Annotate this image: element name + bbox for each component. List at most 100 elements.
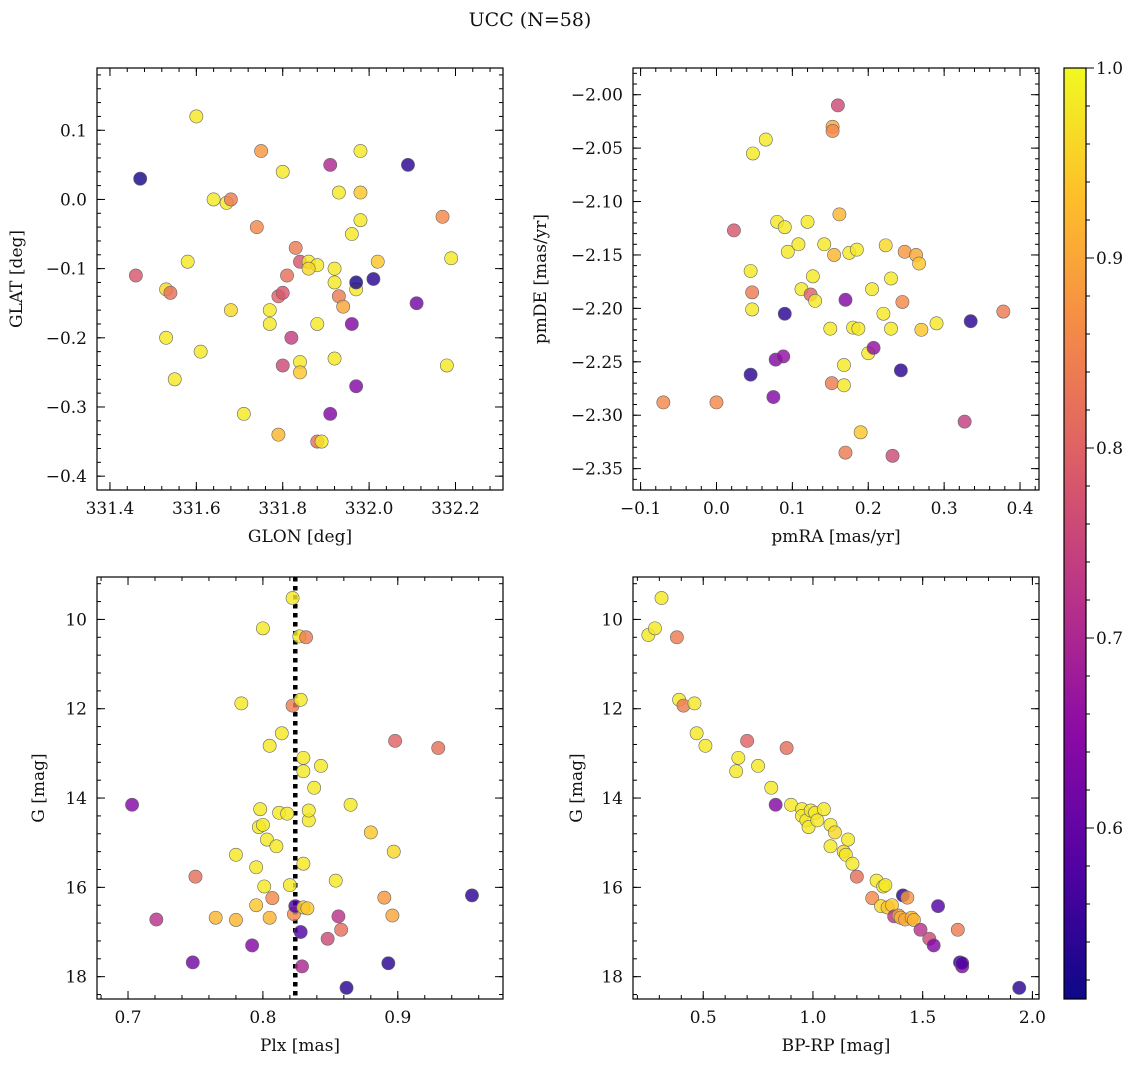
data-point — [929, 316, 944, 331]
x-axis-label: pmRA [mas/yr] — [771, 527, 900, 547]
x-tick-label: 331.6 — [172, 499, 221, 519]
panel-proper-motion: −0.1 0.0 0.1 0.2 0.3 0.4 −2.35 −2.30 −2.25 −2.20 −… — [531, 67, 1040, 547]
data-point — [907, 913, 921, 927]
data-point — [370, 254, 385, 269]
data-point — [439, 358, 454, 373]
data-point — [900, 890, 915, 905]
data-point — [884, 271, 898, 286]
data-point — [885, 448, 900, 463]
y-tick-label: 14 — [65, 789, 87, 809]
data-point — [837, 378, 851, 393]
data-point — [349, 379, 364, 394]
data-point — [285, 591, 300, 605]
data-point — [955, 956, 970, 971]
data-point — [709, 395, 724, 410]
data-point — [280, 806, 295, 821]
x-axis-label: Plx [mas] — [260, 1036, 340, 1056]
data-point — [758, 132, 773, 147]
data-point — [926, 938, 941, 953]
data-point — [314, 434, 329, 449]
y-tick-label: 18 — [601, 968, 623, 988]
colorbar-tick-label: 0.6 — [1096, 819, 1123, 839]
data-point — [275, 358, 290, 373]
data-point — [189, 109, 204, 124]
data-point — [353, 144, 368, 158]
data-point — [353, 213, 368, 228]
data-point — [654, 591, 669, 605]
panel-glon-glat: 331.4 331.6 331.8 332.0 332.2 −0.4 −0.3 −0.2 −0.… — [7, 67, 504, 547]
y-axis-label: G [mag] — [29, 753, 49, 822]
y-tick-label: −2.05 — [571, 139, 623, 159]
data-point — [780, 244, 795, 259]
data-point — [841, 832, 855, 847]
data-point — [293, 692, 308, 707]
x-tick-label: 332.0 — [345, 499, 394, 519]
data-point — [745, 285, 760, 300]
x-tick-label: 0.8 — [249, 1008, 276, 1028]
data-point — [963, 314, 978, 329]
x-tick-label: 2.0 — [1019, 1008, 1046, 1028]
data-point — [310, 317, 325, 331]
data-point — [385, 908, 400, 923]
y-tick-label: 0.0 — [60, 190, 87, 210]
data-point — [878, 238, 893, 253]
data-point — [838, 292, 853, 307]
data-point — [838, 445, 853, 460]
data-point — [381, 956, 396, 971]
data-point — [698, 738, 713, 753]
colorbar-tick-label: 0.8 — [1096, 439, 1123, 459]
data-point — [743, 367, 758, 382]
data-point — [236, 407, 251, 421]
data-point — [878, 878, 893, 893]
data-point — [845, 856, 860, 871]
x-tick-label: 0.4 — [1007, 499, 1034, 519]
y-tick-label: −2.00 — [571, 86, 623, 106]
data-point — [808, 294, 823, 308]
colorbar: 0.6 0.7 0.8 0.9 1.0 — [1063, 59, 1123, 1000]
data-point — [256, 817, 270, 832]
data-point — [740, 733, 755, 748]
data-point — [884, 321, 898, 336]
data-point — [257, 879, 272, 894]
data-point — [299, 630, 313, 645]
data-point — [223, 303, 238, 318]
y-axis-label: GLAT [deg] — [7, 230, 27, 328]
colorbar-tick-label: 1.0 — [1096, 59, 1123, 79]
data-point — [344, 227, 359, 241]
data-point — [353, 185, 368, 200]
data-point — [914, 322, 929, 337]
data-point — [731, 750, 746, 765]
y-tick-label: −0.2 — [46, 329, 87, 349]
data-point — [300, 901, 315, 916]
x-axis-label: GLON [deg] — [248, 527, 352, 547]
data-point — [296, 856, 311, 871]
data-point — [208, 910, 223, 925]
x-tick-label: 331.4 — [86, 499, 135, 519]
axes-frame — [96, 576, 504, 1000]
y-tick-label: −2.15 — [571, 246, 623, 266]
y-tick-label: 18 — [65, 968, 87, 988]
y-tick-label: 12 — [601, 700, 623, 720]
data-point — [328, 873, 343, 888]
data-point — [245, 938, 260, 953]
x-tick-label: 1.5 — [909, 1008, 936, 1028]
data-point — [265, 891, 280, 905]
x-tick-label: 1.0 — [799, 1008, 826, 1028]
data-point — [1012, 980, 1027, 995]
x-tick-label: 0.7 — [114, 1008, 141, 1028]
y-tick-label: 12 — [65, 700, 87, 720]
data-point — [343, 797, 358, 812]
data-point — [377, 890, 392, 905]
data-point — [401, 157, 415, 172]
data-point — [865, 282, 879, 297]
data-point — [249, 898, 264, 913]
data-point — [185, 955, 200, 970]
data-point — [274, 726, 289, 741]
data-point — [293, 365, 307, 380]
x-axis-label: BP-RP [mag] — [782, 1036, 891, 1056]
data-point — [751, 758, 765, 773]
data-point — [913, 922, 928, 937]
colorbar-tick-label: 0.9 — [1096, 249, 1123, 269]
data-point — [125, 797, 139, 812]
data-point — [344, 317, 359, 331]
